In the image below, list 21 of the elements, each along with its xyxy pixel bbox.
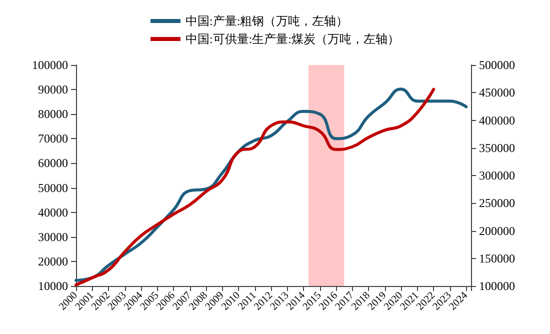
y-tick-label: 50000 [38,180,68,195]
y2-tick-label: 400000 [479,113,515,128]
y-tick-label: 80000 [38,107,68,122]
legend-label: 中国:产量:粗钢（万吨，左轴） [186,14,348,28]
y2-tick-label: 250000 [479,196,515,210]
y-tick-label: 30000 [38,230,68,244]
y2-tick-label: 350000 [479,140,515,155]
y2-tick-label: 450000 [479,86,515,100]
y-tick-label: 70000 [38,132,68,146]
y2-tick-label: 500000 [479,58,515,72]
y-tick-label: 60000 [38,156,68,170]
y2-tick-label: 300000 [479,168,515,182]
y-tick-label: 20000 [38,254,68,268]
y-tick-label: 100000 [32,58,68,72]
y2-tick-label: 100000 [479,279,515,293]
y-tick-label: 10000 [38,279,68,293]
y-tick-label: 40000 [38,205,68,220]
legend-label: 中国:可供量:生产量:煤炭（万吨，左轴） [186,32,400,46]
y2-tick-label: 150000 [479,251,515,266]
y2-tick-label: 200000 [479,224,515,238]
y-tick-label: 90000 [38,82,68,97]
